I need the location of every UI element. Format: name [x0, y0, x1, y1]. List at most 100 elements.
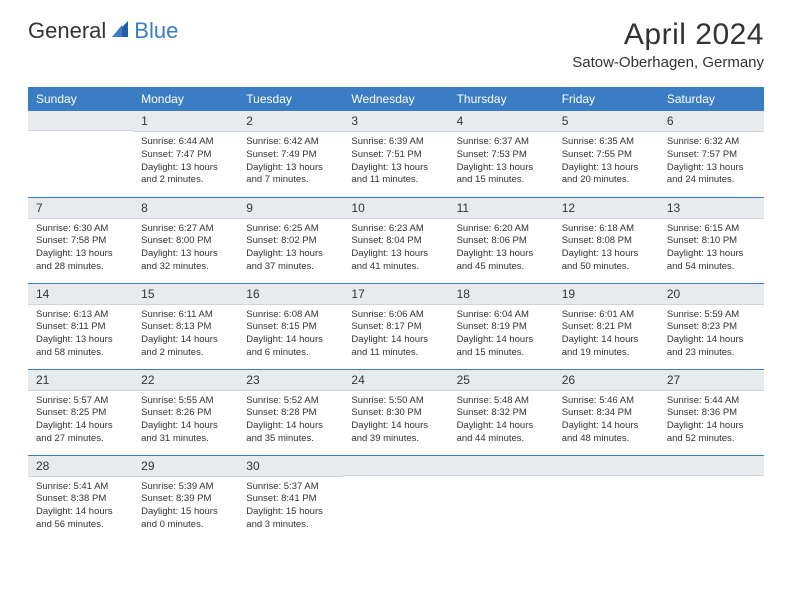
- daylight-line: Daylight: 13 hours and 28 minutes.: [36, 248, 125, 274]
- daylight-line: Daylight: 14 hours and 39 minutes.: [351, 420, 440, 446]
- daylight-line: Daylight: 13 hours and 37 minutes.: [246, 248, 335, 274]
- day-number: 27: [659, 370, 764, 391]
- header: General Blue April 2024 Satow-Oberhagen,…: [0, 0, 792, 79]
- day-content: Sunrise: 6:25 AMSunset: 8:02 PMDaylight:…: [238, 219, 343, 280]
- day-number: 30: [238, 456, 343, 477]
- calendar-week-row: 1Sunrise: 6:44 AMSunset: 7:47 PMDaylight…: [28, 111, 764, 197]
- daylight-line: Daylight: 13 hours and 45 minutes.: [457, 248, 546, 274]
- day-number: 13: [659, 198, 764, 219]
- day-content: Sunrise: 6:08 AMSunset: 8:15 PMDaylight:…: [238, 305, 343, 366]
- sunrise-line: Sunrise: 5:41 AM: [36, 481, 125, 494]
- calendar-day-cell: 16Sunrise: 6:08 AMSunset: 8:15 PMDayligh…: [238, 283, 343, 369]
- day-content: Sunrise: 5:39 AMSunset: 8:39 PMDaylight:…: [133, 477, 238, 538]
- calendar-day-cell: [659, 455, 764, 541]
- day-number: 11: [449, 198, 554, 219]
- day-content: Sunrise: 6:11 AMSunset: 8:13 PMDaylight:…: [133, 305, 238, 366]
- sunrise-line: Sunrise: 6:35 AM: [562, 136, 651, 149]
- sunset-line: Sunset: 8:13 PM: [141, 321, 230, 334]
- day-number: 21: [28, 370, 133, 391]
- logo: General Blue: [28, 18, 178, 44]
- daylight-line: Daylight: 13 hours and 32 minutes.: [141, 248, 230, 274]
- sunrise-line: Sunrise: 5:37 AM: [246, 481, 335, 494]
- day-content: Sunrise: 6:18 AMSunset: 8:08 PMDaylight:…: [554, 219, 659, 280]
- sunset-line: Sunset: 8:06 PM: [457, 235, 546, 248]
- calendar-table: Sunday Monday Tuesday Wednesday Thursday…: [28, 87, 764, 541]
- empty-day: [554, 456, 659, 476]
- sunset-line: Sunset: 8:36 PM: [667, 407, 756, 420]
- daylight-line: Daylight: 13 hours and 15 minutes.: [457, 162, 546, 188]
- calendar-day-cell: 18Sunrise: 6:04 AMSunset: 8:19 PMDayligh…: [449, 283, 554, 369]
- sunrise-line: Sunrise: 5:57 AM: [36, 395, 125, 408]
- day-number: 28: [28, 456, 133, 477]
- sunset-line: Sunset: 8:30 PM: [351, 407, 440, 420]
- day-content: Sunrise: 6:35 AMSunset: 7:55 PMDaylight:…: [554, 132, 659, 193]
- calendar-day-cell: 14Sunrise: 6:13 AMSunset: 8:11 PMDayligh…: [28, 283, 133, 369]
- calendar-day-cell: 5Sunrise: 6:35 AMSunset: 7:55 PMDaylight…: [554, 111, 659, 197]
- sunset-line: Sunset: 7:49 PM: [246, 149, 335, 162]
- calendar-day-cell: 1Sunrise: 6:44 AMSunset: 7:47 PMDaylight…: [133, 111, 238, 197]
- day-number: 24: [343, 370, 448, 391]
- daylight-line: Daylight: 15 hours and 3 minutes.: [246, 506, 335, 532]
- calendar-day-cell: 26Sunrise: 5:46 AMSunset: 8:34 PMDayligh…: [554, 369, 659, 455]
- day-number: 14: [28, 284, 133, 305]
- day-number: 20: [659, 284, 764, 305]
- title-block: April 2024 Satow-Oberhagen, Germany: [572, 18, 764, 71]
- sunrise-line: Sunrise: 5:50 AM: [351, 395, 440, 408]
- daylight-line: Daylight: 13 hours and 2 minutes.: [141, 162, 230, 188]
- calendar-day-cell: 6Sunrise: 6:32 AMSunset: 7:57 PMDaylight…: [659, 111, 764, 197]
- weekday-header: Thursday: [449, 87, 554, 111]
- daylight-line: Daylight: 14 hours and 11 minutes.: [351, 334, 440, 360]
- daylight-line: Daylight: 13 hours and 7 minutes.: [246, 162, 335, 188]
- sunset-line: Sunset: 7:47 PM: [141, 149, 230, 162]
- day-number: 5: [554, 111, 659, 132]
- daylight-line: Daylight: 14 hours and 2 minutes.: [141, 334, 230, 360]
- sunset-line: Sunset: 8:25 PM: [36, 407, 125, 420]
- day-number: 15: [133, 284, 238, 305]
- calendar-day-cell: 7Sunrise: 6:30 AMSunset: 7:58 PMDaylight…: [28, 197, 133, 283]
- sunset-line: Sunset: 8:00 PM: [141, 235, 230, 248]
- sunset-line: Sunset: 7:58 PM: [36, 235, 125, 248]
- day-number: 1: [133, 111, 238, 132]
- sunset-line: Sunset: 8:15 PM: [246, 321, 335, 334]
- sunrise-line: Sunrise: 6:25 AM: [246, 223, 335, 236]
- sunrise-line: Sunrise: 5:48 AM: [457, 395, 546, 408]
- day-content: Sunrise: 5:46 AMSunset: 8:34 PMDaylight:…: [554, 391, 659, 452]
- calendar-day-cell: 8Sunrise: 6:27 AMSunset: 8:00 PMDaylight…: [133, 197, 238, 283]
- sunset-line: Sunset: 7:53 PM: [457, 149, 546, 162]
- calendar-week-row: 7Sunrise: 6:30 AMSunset: 7:58 PMDaylight…: [28, 197, 764, 283]
- sunset-line: Sunset: 7:51 PM: [351, 149, 440, 162]
- day-content: Sunrise: 6:15 AMSunset: 8:10 PMDaylight:…: [659, 219, 764, 280]
- calendar-day-cell: [449, 455, 554, 541]
- sunrise-line: Sunrise: 5:39 AM: [141, 481, 230, 494]
- day-number: 18: [449, 284, 554, 305]
- day-number: 9: [238, 198, 343, 219]
- empty-day: [659, 456, 764, 476]
- calendar-day-cell: 28Sunrise: 5:41 AMSunset: 8:38 PMDayligh…: [28, 455, 133, 541]
- daylight-line: Daylight: 13 hours and 24 minutes.: [667, 162, 756, 188]
- sunset-line: Sunset: 8:38 PM: [36, 493, 125, 506]
- sunrise-line: Sunrise: 6:30 AM: [36, 223, 125, 236]
- daylight-line: Daylight: 14 hours and 27 minutes.: [36, 420, 125, 446]
- day-content: Sunrise: 6:30 AMSunset: 7:58 PMDaylight:…: [28, 219, 133, 280]
- day-content: Sunrise: 6:04 AMSunset: 8:19 PMDaylight:…: [449, 305, 554, 366]
- day-content: Sunrise: 5:57 AMSunset: 8:25 PMDaylight:…: [28, 391, 133, 452]
- day-content: Sunrise: 6:20 AMSunset: 8:06 PMDaylight:…: [449, 219, 554, 280]
- sunset-line: Sunset: 8:32 PM: [457, 407, 546, 420]
- calendar-day-cell: 12Sunrise: 6:18 AMSunset: 8:08 PMDayligh…: [554, 197, 659, 283]
- sunrise-line: Sunrise: 5:52 AM: [246, 395, 335, 408]
- day-number: 19: [554, 284, 659, 305]
- sunrise-line: Sunrise: 6:01 AM: [562, 309, 651, 322]
- day-content: Sunrise: 5:48 AMSunset: 8:32 PMDaylight:…: [449, 391, 554, 452]
- sunset-line: Sunset: 7:55 PM: [562, 149, 651, 162]
- sunset-line: Sunset: 8:28 PM: [246, 407, 335, 420]
- daylight-line: Daylight: 14 hours and 15 minutes.: [457, 334, 546, 360]
- sunrise-line: Sunrise: 6:08 AM: [246, 309, 335, 322]
- calendar-day-cell: 13Sunrise: 6:15 AMSunset: 8:10 PMDayligh…: [659, 197, 764, 283]
- daylight-line: Daylight: 14 hours and 35 minutes.: [246, 420, 335, 446]
- day-content: Sunrise: 6:01 AMSunset: 8:21 PMDaylight:…: [554, 305, 659, 366]
- day-content: Sunrise: 5:50 AMSunset: 8:30 PMDaylight:…: [343, 391, 448, 452]
- empty-day: [449, 456, 554, 476]
- day-content: Sunrise: 6:42 AMSunset: 7:49 PMDaylight:…: [238, 132, 343, 193]
- daylight-line: Daylight: 13 hours and 11 minutes.: [351, 162, 440, 188]
- daylight-line: Daylight: 14 hours and 48 minutes.: [562, 420, 651, 446]
